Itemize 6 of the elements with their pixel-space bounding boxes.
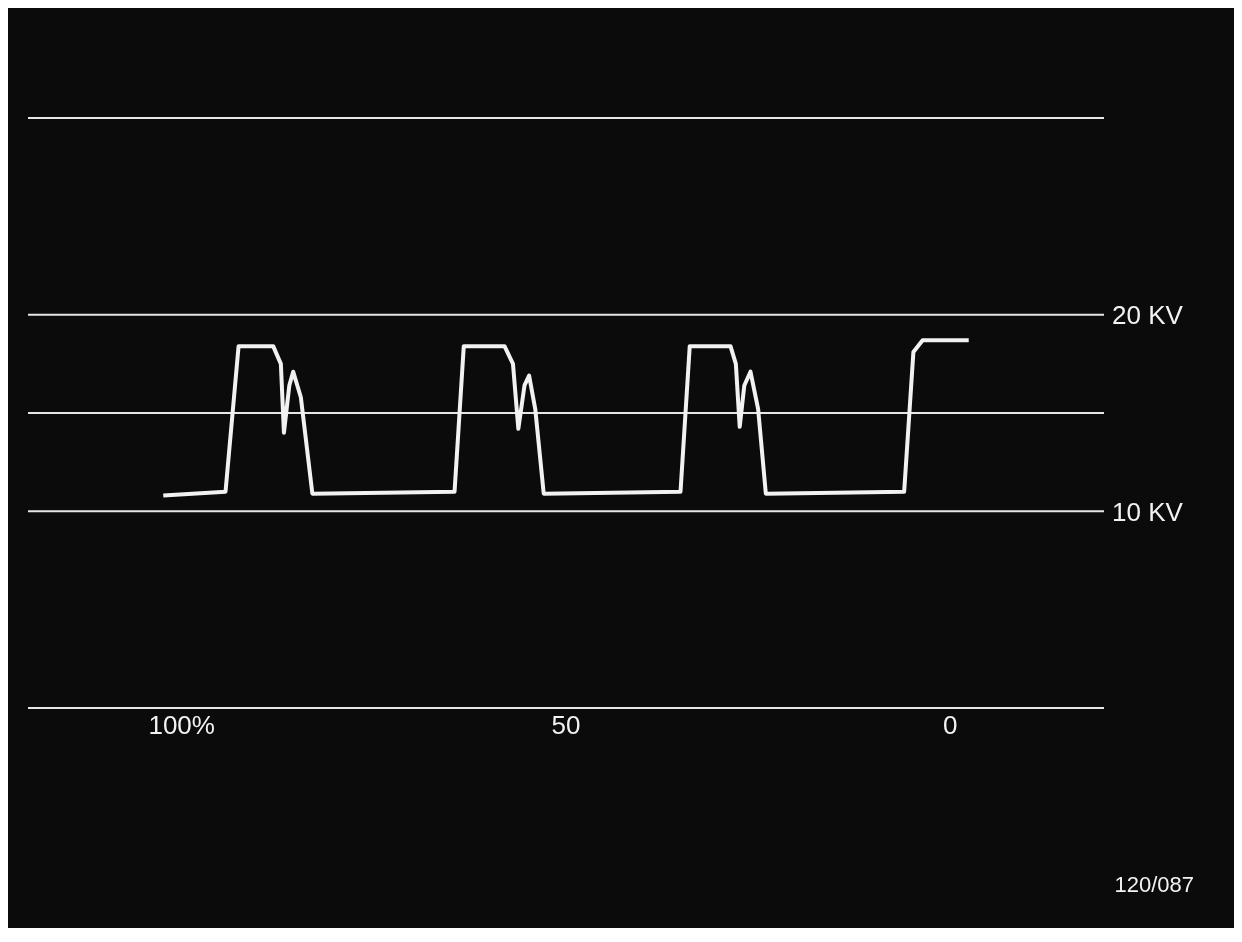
y-tick-label: 20 KV — [1112, 299, 1184, 330]
x-tick-label: 50 — [551, 710, 581, 741]
y-tick-label: 10 KV — [1112, 496, 1184, 527]
x-tick-label: 100% — [148, 710, 215, 741]
text: 120/087 — [1114, 872, 1194, 898]
x-tick-label: 0 — [943, 710, 958, 741]
